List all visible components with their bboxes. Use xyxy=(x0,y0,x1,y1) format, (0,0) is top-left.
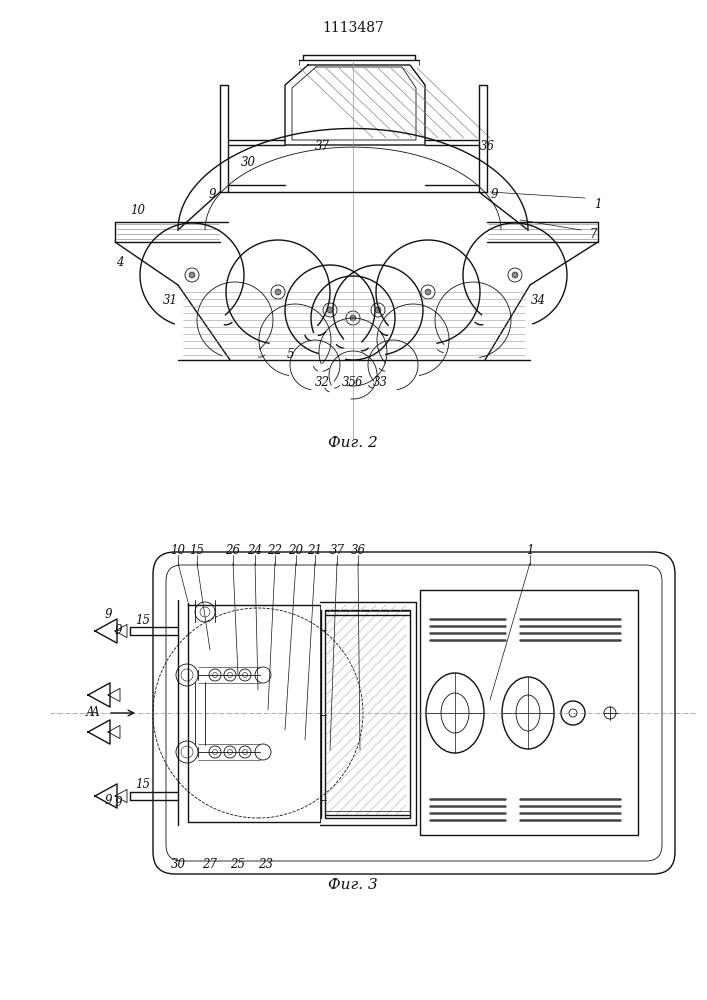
Bar xyxy=(325,610,410,818)
Text: 37: 37 xyxy=(329,544,344,556)
Text: 36: 36 xyxy=(479,140,494,153)
Text: 6: 6 xyxy=(354,376,362,389)
Text: 23: 23 xyxy=(259,858,274,871)
Text: 36: 36 xyxy=(351,544,366,556)
Text: 9: 9 xyxy=(104,608,112,621)
Text: 10: 10 xyxy=(170,544,185,556)
Circle shape xyxy=(425,289,431,295)
Text: 15: 15 xyxy=(136,613,151,626)
Text: 9: 9 xyxy=(490,188,498,200)
Text: А: А xyxy=(86,706,95,720)
Circle shape xyxy=(275,289,281,295)
Text: Фиг. 3: Фиг. 3 xyxy=(328,878,378,892)
Circle shape xyxy=(350,315,356,321)
Text: 5: 5 xyxy=(286,349,293,361)
Text: 32: 32 xyxy=(315,376,329,389)
Bar xyxy=(420,590,638,835)
Text: 26: 26 xyxy=(226,544,240,556)
Text: 9: 9 xyxy=(104,794,112,806)
Text: 21: 21 xyxy=(308,544,322,556)
Text: 15: 15 xyxy=(136,778,151,792)
Circle shape xyxy=(327,307,333,313)
Circle shape xyxy=(375,307,381,313)
Text: 22: 22 xyxy=(267,544,283,556)
Text: 1113487: 1113487 xyxy=(322,21,384,35)
Text: 24: 24 xyxy=(247,544,262,556)
Text: 37: 37 xyxy=(315,140,329,153)
Text: 15: 15 xyxy=(189,544,204,556)
Text: 34: 34 xyxy=(530,294,546,306)
Text: 33: 33 xyxy=(373,376,387,389)
Text: 27: 27 xyxy=(202,858,218,871)
Text: 35: 35 xyxy=(341,376,356,389)
Circle shape xyxy=(189,272,195,278)
Text: 30: 30 xyxy=(240,155,255,168)
Text: 30: 30 xyxy=(170,858,185,871)
Text: 25: 25 xyxy=(230,858,245,871)
Text: 7: 7 xyxy=(589,229,597,241)
Text: 31: 31 xyxy=(163,294,177,306)
Text: Фиг. 2: Фиг. 2 xyxy=(328,436,378,450)
Text: 1: 1 xyxy=(526,544,534,556)
Text: 20: 20 xyxy=(288,544,303,556)
Text: 1: 1 xyxy=(595,198,602,212)
Text: 9: 9 xyxy=(115,796,122,808)
Text: А: А xyxy=(91,706,100,720)
Circle shape xyxy=(512,272,518,278)
Text: 9: 9 xyxy=(115,624,122,637)
Text: 4: 4 xyxy=(116,256,124,269)
Text: 9: 9 xyxy=(209,188,216,200)
Text: 10: 10 xyxy=(131,204,146,217)
